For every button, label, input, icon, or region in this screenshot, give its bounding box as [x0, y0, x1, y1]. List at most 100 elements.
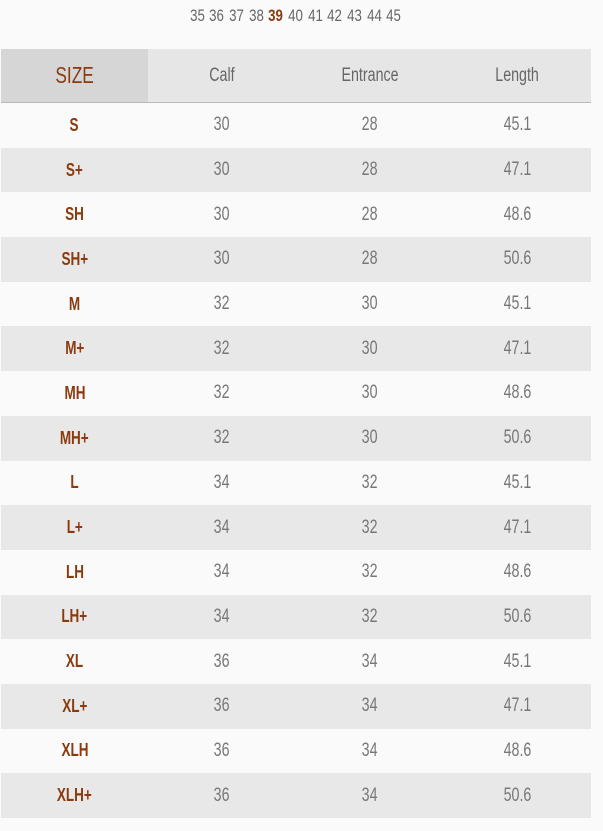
- header-size: SIZE: [1, 49, 148, 103]
- cell-text: XLH: [61, 740, 88, 761]
- cell-text: 36: [214, 739, 230, 761]
- cell-text: LH+: [61, 606, 88, 627]
- cell-size: XL+: [1, 683, 148, 729]
- cell-calf: 36: [148, 729, 296, 774]
- cell-size: MH: [1, 371, 148, 416]
- cell-text: 48.6: [503, 203, 532, 225]
- cell-entrance: 34: [296, 729, 444, 774]
- cell-entrance: 30: [296, 415, 444, 461]
- size-option-38[interactable]: 38: [248, 6, 264, 25]
- cell-size: MH+: [1, 415, 148, 461]
- header-entrance: Entrance: [296, 49, 444, 103]
- cell-text: 45.1: [503, 471, 532, 493]
- cell-entrance: 32: [296, 594, 444, 640]
- cell-text: 34: [214, 561, 230, 583]
- cell-text: 36: [214, 784, 230, 806]
- size-option-39[interactable]: 39: [268, 6, 284, 25]
- cell-calf: 30: [148, 103, 296, 148]
- cell-text: L+: [66, 517, 83, 538]
- cell-text: 34: [214, 516, 230, 538]
- cell-length: 50.6: [444, 594, 591, 640]
- cell-text: SH+: [61, 248, 88, 269]
- table-row: M+ 32 30 47.1: [1, 326, 591, 372]
- size-option-36[interactable]: 36: [209, 6, 225, 25]
- table-row: XLH+ 36 34 50.6: [1, 773, 591, 818]
- table-row: M 32 30 45.1: [1, 282, 591, 327]
- cell-size: M: [1, 282, 148, 327]
- cell-length: 48.6: [444, 729, 591, 774]
- cell-size: LH+: [1, 594, 148, 640]
- cell-text: 48.6: [503, 739, 532, 761]
- cell-text: XL+: [61, 695, 88, 716]
- cell-text: 30: [362, 382, 378, 404]
- cell-calf: 32: [148, 415, 296, 461]
- cell-text: MH: [64, 382, 85, 403]
- cell-calf: 34: [148, 505, 296, 550]
- cell-length: 50.6: [444, 237, 591, 282]
- table-row: MH 32 30 48.6: [1, 371, 591, 416]
- cell-length: 45.1: [444, 461, 591, 506]
- cell-entrance: 28: [296, 147, 444, 193]
- size-option-35[interactable]: 35: [189, 6, 205, 25]
- cell-calf: 36: [148, 683, 296, 729]
- cell-text: 28: [362, 114, 378, 136]
- cell-text: 32: [362, 516, 378, 538]
- cell-text: 30: [362, 337, 378, 359]
- cell-entrance: 34: [296, 683, 444, 729]
- cell-length: 45.1: [444, 103, 591, 148]
- cell-text: MH+: [60, 427, 89, 448]
- cell-calf: 30: [148, 237, 296, 282]
- shoe-size-selector: 35 36 37 38 39 40 41 42 43 44 45: [0, 6, 591, 26]
- cell-size: SH: [1, 192, 148, 237]
- cell-entrance: 30: [296, 326, 444, 372]
- table-row: XL+ 36 34 47.1: [1, 683, 591, 729]
- cell-text: 32: [214, 382, 230, 404]
- cell-text: M+: [64, 338, 85, 359]
- table-row: LH 34 32 48.6: [1, 550, 591, 595]
- size-option-42[interactable]: 42: [327, 6, 343, 25]
- cell-text: 50.6: [503, 427, 532, 449]
- size-option-43[interactable]: 43: [347, 6, 362, 25]
- cell-text: 32: [362, 471, 378, 493]
- cell-length: 47.1: [444, 147, 591, 193]
- cell-text: 34: [362, 695, 378, 717]
- table-row: L 34 32 45.1: [1, 461, 591, 506]
- table-row: XL 36 34 45.1: [1, 639, 591, 684]
- cell-entrance: 34: [296, 639, 444, 684]
- cell-text: 32: [214, 293, 230, 315]
- cell-calf: 32: [148, 282, 296, 327]
- cell-length: 47.1: [444, 683, 591, 729]
- cell-size: XLH: [1, 729, 148, 774]
- size-option-37[interactable]: 37: [229, 6, 244, 25]
- size-option-41[interactable]: 41: [307, 6, 323, 25]
- cell-size: L+: [1, 505, 148, 550]
- cell-size: XLH+: [1, 773, 148, 818]
- cell-calf: 36: [148, 773, 296, 818]
- cell-calf: 34: [148, 550, 296, 595]
- cell-calf: 30: [148, 192, 296, 237]
- cell-text: 32: [362, 561, 378, 583]
- cell-text: 34: [362, 784, 378, 806]
- table-row: S+ 30 28 47.1: [1, 147, 591, 193]
- header-calf: Calf: [148, 49, 296, 103]
- size-option-44[interactable]: 44: [366, 6, 382, 25]
- cell-text: 45.1: [503, 114, 532, 136]
- cell-length: 47.1: [444, 326, 591, 372]
- cell-entrance: 28: [296, 192, 444, 237]
- size-option-45[interactable]: 45: [386, 6, 402, 25]
- cell-size: LH: [1, 550, 148, 595]
- cell-text: SH: [65, 204, 84, 225]
- cell-text: 36: [214, 650, 230, 672]
- cell-calf: 32: [148, 326, 296, 372]
- cell-text: 45.1: [503, 293, 532, 315]
- cell-text: 36: [214, 695, 230, 717]
- cell-text: 32: [214, 337, 230, 359]
- cell-text: M: [68, 293, 81, 314]
- cell-length: 45.1: [444, 639, 591, 684]
- table-row: SH 30 28 48.6: [1, 192, 591, 237]
- cell-length: 48.6: [444, 371, 591, 416]
- cell-size: L: [1, 461, 148, 506]
- cell-text: 45.1: [503, 650, 532, 672]
- size-option-40[interactable]: 40: [288, 6, 303, 25]
- table-header: SIZE Calf Entrance Length: [1, 49, 591, 103]
